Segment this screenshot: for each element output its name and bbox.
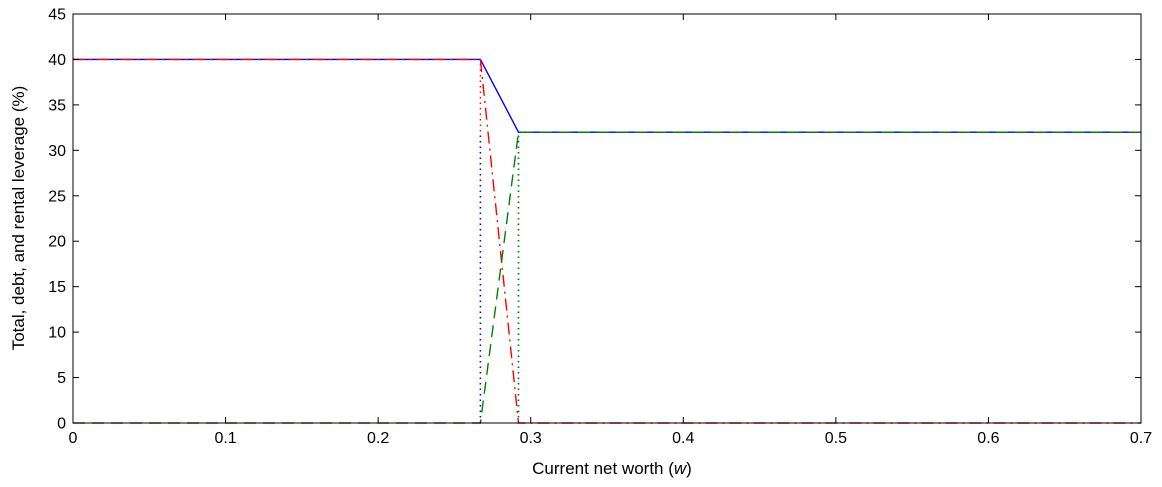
plot-background [73,14,1141,423]
series-lines [73,58,1141,424]
axis-ticks: 0 0.1 0.2 0.3 0.4 0.5 0.6 0.7 0 5 10 15 20 25 30 35 40 45 [48,7,1152,448]
y-tick-label: 10 [48,325,66,342]
y-tick-label: 30 [48,143,66,160]
x-tick-label: 0.2 [367,430,389,447]
x-tick-label: 0.1 [214,430,236,447]
x-tick-label: 0 [69,430,78,447]
plot-area [73,14,1141,423]
y-tick-label: 25 [48,188,66,205]
x-tick-label: 0.5 [825,430,847,447]
y-tick-label: 15 [48,279,66,296]
y-tick-label: 40 [48,52,66,69]
axes-border [72,13,1142,424]
x-tick-label: 0.7 [1130,430,1152,447]
y-tick-label: 5 [57,370,66,387]
x-axis-title: Current net worth (w) [532,459,692,478]
y-tick-label: 45 [48,7,66,24]
y-tick-label: 35 [48,97,66,114]
y-axis-title: Total, debt, and rental leverage (%) [9,86,28,351]
axes-frame [72,13,1142,424]
y-tick-label: 0 [57,416,66,433]
y-tick-label: 20 [48,234,66,251]
x-tick-label: 0.3 [520,430,542,447]
x-tick-label: 0.6 [977,430,999,447]
x-tick-label: 0.4 [672,430,694,447]
series-line-3-dashed [73,131,1141,424]
